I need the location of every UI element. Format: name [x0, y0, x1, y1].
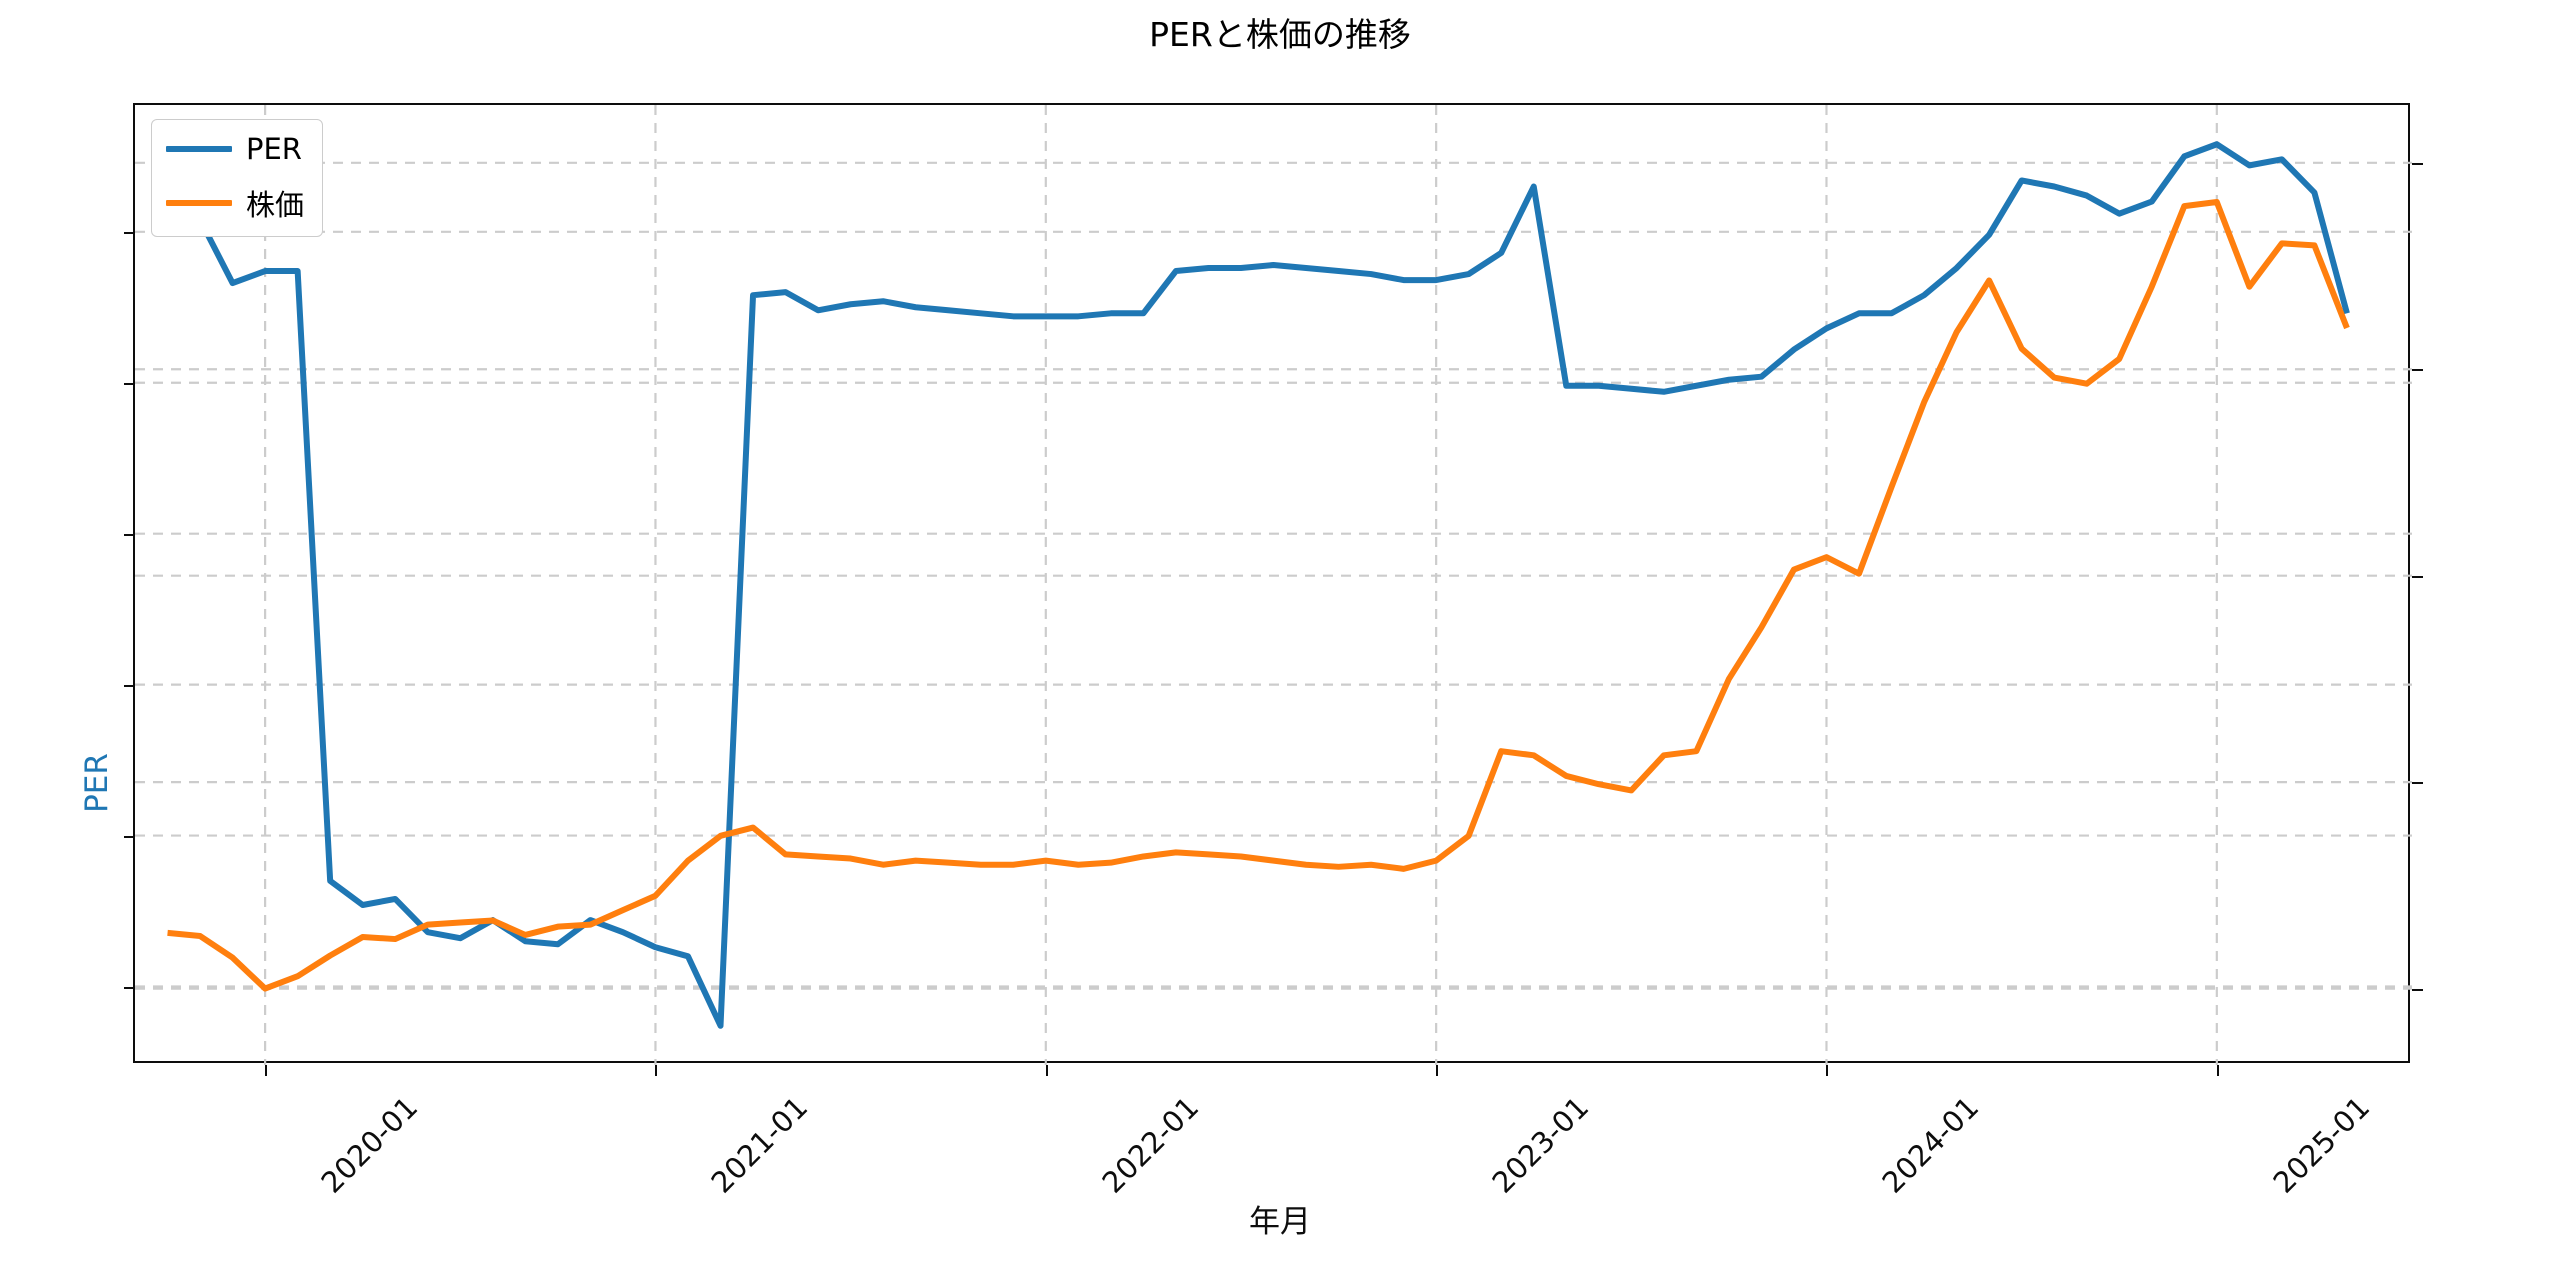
plot-area: 1050−5−10−15 50004000300020001000 2020-0… [79, 103, 2423, 1200]
y-left-tick-mark [124, 835, 135, 838]
x-tick-mark [1045, 1065, 1048, 1076]
legend-item-kabuka[interactable]: 株価 [166, 182, 304, 224]
y-left-tick-mark [124, 231, 135, 234]
y-left-tick-mark [124, 684, 135, 687]
y-right-tick-mark [2412, 782, 2423, 785]
legend-label-per: PER [246, 132, 302, 166]
x-axis-label: 年月 [1249, 1204, 1311, 1240]
x-tick-mark [2216, 1065, 2219, 1076]
legend-swatch-per [166, 146, 232, 152]
series-lines [164, 141, 2350, 1029]
y-left-tick-mark [124, 533, 135, 536]
legend: PER 株価 [151, 119, 324, 237]
y-right-tick-mark [2412, 162, 2423, 165]
y-left-tick-mark [124, 986, 135, 989]
y-right-tick-mark [2412, 369, 2423, 372]
grid-lines [135, 105, 2412, 1065]
x-tick-label: 2025-01 [2266, 1090, 2377, 1200]
series-line-kabuka [167, 199, 2350, 992]
x-tick-mark [265, 1065, 268, 1076]
x-tick-label: 2022-01 [1095, 1090, 1206, 1200]
legend-item-per[interactable]: PER [166, 132, 304, 166]
y-axis-left-label: PER [78, 753, 115, 813]
series-line-per [164, 141, 2350, 1029]
y-left-tick-mark [124, 382, 135, 385]
plot-svg [135, 105, 2412, 1065]
x-tick-label: 2024-01 [1875, 1090, 1986, 1200]
legend-swatch-kabuka [166, 200, 232, 206]
chart-title: PERと株価の推移 [1149, 15, 1411, 54]
x-tick-label: 2023-01 [1485, 1090, 1596, 1200]
y-right-tick-mark [2412, 575, 2423, 578]
x-tick-mark [1436, 1065, 1439, 1076]
y-right-tick-mark [2412, 988, 2423, 991]
x-tick-mark [1826, 1065, 1829, 1076]
x-tick-label: 2020-01 [314, 1090, 425, 1200]
legend-label-kabuka: 株価 [246, 188, 305, 222]
x-tick-mark [655, 1065, 658, 1076]
x-tick-label: 2021-01 [704, 1090, 815, 1200]
